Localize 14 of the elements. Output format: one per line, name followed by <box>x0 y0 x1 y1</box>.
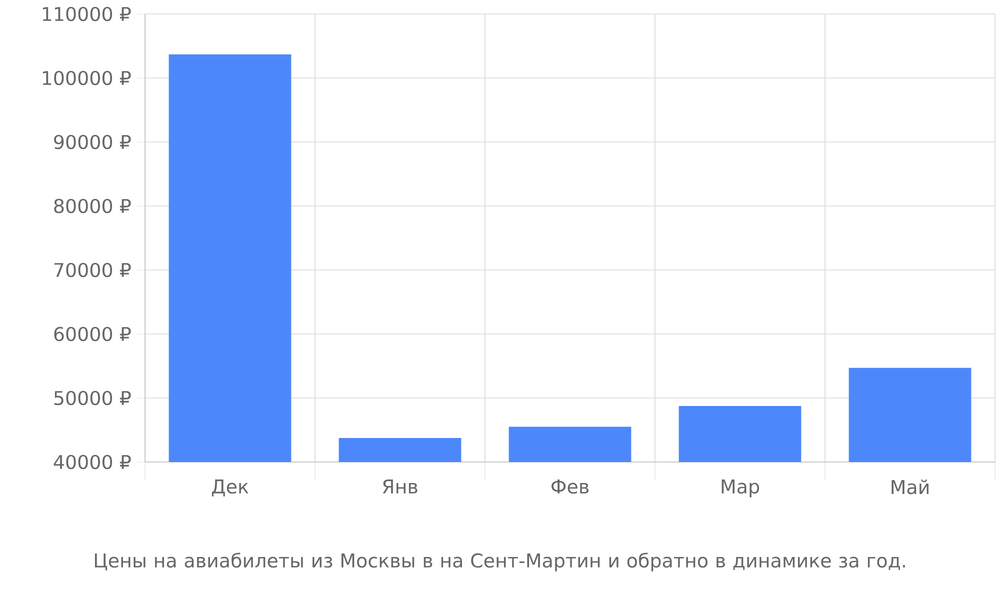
x-tick-label: Май <box>892 480 928 494</box>
y-tick-label: 70000 ₽ <box>54 262 131 278</box>
x-tick-label: Дек <box>212 480 248 496</box>
text: Цены на авиабилеты из Москвы в на Сент-Мартин и обратно в динамике за год. <box>94 552 905 572</box>
y-tick-label: 60000 ₽ <box>54 326 131 342</box>
y-tick-label: 40000 ₽ <box>54 454 131 470</box>
x-tick-label: Мар <box>722 480 760 498</box>
y-tick-label: 50000 ₽ <box>54 390 131 406</box>
y-tick-label: 80000 ₽ <box>54 198 131 214</box>
x-tick-label: Фев <box>552 480 588 494</box>
x-tick-label: Янв <box>382 480 418 494</box>
y-tick-label: 90000 ₽ <box>54 134 131 150</box>
y-tick-label: 100000 ₽ <box>42 70 131 86</box>
y-tick-label: 110000 ₽ <box>42 6 131 22</box>
